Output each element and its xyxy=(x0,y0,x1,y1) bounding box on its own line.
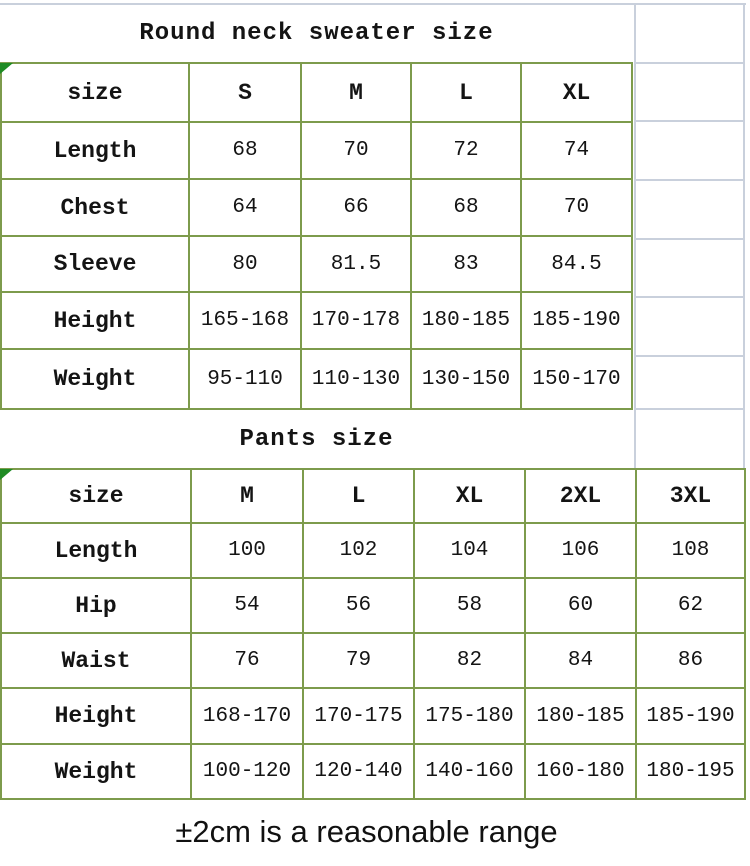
value-cell: 79 xyxy=(304,634,413,687)
value-cell: 140-160 xyxy=(415,745,524,798)
sweater-size-table: size S M L XL Length 68 70 72 74 Chest 6… xyxy=(0,62,633,410)
row-label-cell: Length xyxy=(2,123,188,178)
value-cell: 70 xyxy=(522,180,631,235)
value-cell: 81.5 xyxy=(302,237,410,291)
header-cell: L xyxy=(304,470,413,522)
value-cell: 165-168 xyxy=(190,293,300,348)
gridline-row xyxy=(634,62,745,64)
value-cell: 185-190 xyxy=(522,293,631,348)
value-cell: 160-180 xyxy=(526,745,635,798)
value-cell: 100-120 xyxy=(192,745,302,798)
value-cell: 84 xyxy=(526,634,635,687)
header-cell: size xyxy=(2,470,190,522)
value-cell: 175-180 xyxy=(415,689,524,743)
value-cell: 106 xyxy=(526,524,635,577)
value-cell: 82 xyxy=(415,634,524,687)
value-cell: 72 xyxy=(412,123,520,178)
value-cell: 64 xyxy=(190,180,300,235)
value-cell: 95-110 xyxy=(190,350,300,408)
value-cell: 76 xyxy=(192,634,302,687)
value-cell: 104 xyxy=(415,524,524,577)
value-cell: 100 xyxy=(192,524,302,577)
value-cell: 68 xyxy=(412,180,520,235)
header-cell: M xyxy=(302,64,410,121)
gridline-top xyxy=(0,3,746,5)
value-cell: 80 xyxy=(190,237,300,291)
gridline-row xyxy=(634,179,745,181)
value-cell: 74 xyxy=(522,123,631,178)
value-cell: 58 xyxy=(415,579,524,632)
corner-triangle-icon xyxy=(0,469,13,480)
value-cell: 170-178 xyxy=(302,293,410,348)
row-label-cell: Hip xyxy=(2,579,190,632)
value-cell: 84.5 xyxy=(522,237,631,291)
value-cell: 185-190 xyxy=(637,689,744,743)
gridline-row xyxy=(634,355,745,357)
row-label-cell: Chest xyxy=(2,180,188,235)
row-label-cell: Weight xyxy=(2,350,188,408)
gridline-vertical-right xyxy=(743,3,745,468)
value-cell: 150-170 xyxy=(522,350,631,408)
header-cell: S xyxy=(190,64,300,121)
corner-triangle-icon xyxy=(0,63,13,74)
header-cell: 3XL xyxy=(637,470,744,522)
value-cell: 60 xyxy=(526,579,635,632)
sweater-table-title: Round neck sweater size xyxy=(139,19,494,47)
value-cell: 70 xyxy=(302,123,410,178)
value-cell: 180-195 xyxy=(637,745,744,798)
row-label-cell: Height xyxy=(2,689,190,743)
header-cell: M xyxy=(192,470,302,522)
pants-size-table: size M L XL 2XL 3XL Length 100 102 104 1… xyxy=(0,468,746,800)
header-cell: XL xyxy=(522,64,631,121)
row-label-cell: Height xyxy=(2,293,188,348)
gridline-row xyxy=(634,120,745,122)
gridline-row xyxy=(634,238,745,240)
gridline-row xyxy=(634,296,745,298)
value-cell: 83 xyxy=(412,237,520,291)
value-cell: 168-170 xyxy=(192,689,302,743)
value-cell: 102 xyxy=(304,524,413,577)
row-label-cell: Waist xyxy=(2,634,190,687)
header-cell: L xyxy=(412,64,520,121)
value-cell: 68 xyxy=(190,123,300,178)
tolerance-caption: ±2cm is a reasonable range xyxy=(175,814,558,849)
value-cell: 108 xyxy=(637,524,744,577)
value-cell: 66 xyxy=(302,180,410,235)
pants-table-title: Pants size xyxy=(239,425,394,453)
row-label-cell: Sleeve xyxy=(2,237,188,291)
value-cell: 130-150 xyxy=(412,350,520,408)
header-cell: size xyxy=(2,64,188,121)
row-label-cell: Length xyxy=(2,524,190,577)
value-cell: 180-185 xyxy=(526,689,635,743)
value-cell: 62 xyxy=(637,579,744,632)
gridline-vertical-inner xyxy=(634,3,636,468)
value-cell: 86 xyxy=(637,634,744,687)
value-cell: 54 xyxy=(192,579,302,632)
header-cell: XL xyxy=(415,470,524,522)
header-cell: 2XL xyxy=(526,470,635,522)
row-label-cell: Weight xyxy=(2,745,190,798)
value-cell: 170-175 xyxy=(304,689,413,743)
gridline-row xyxy=(634,408,745,410)
value-cell: 110-130 xyxy=(302,350,410,408)
value-cell: 180-185 xyxy=(412,293,520,348)
value-cell: 120-140 xyxy=(304,745,413,798)
value-cell: 56 xyxy=(304,579,413,632)
